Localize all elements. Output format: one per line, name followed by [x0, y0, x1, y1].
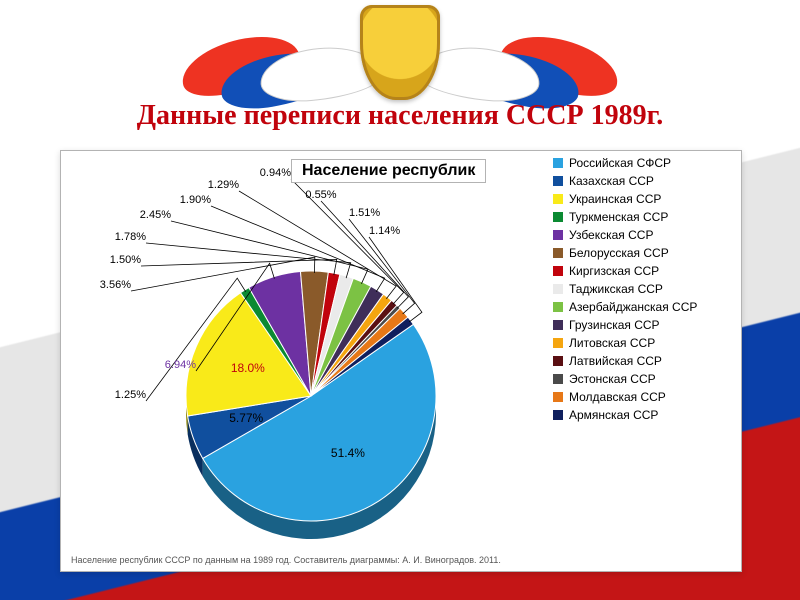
legend-label: Азербайджанская ССР: [569, 301, 697, 313]
legend-swatch: [553, 266, 563, 276]
legend-swatch: [553, 392, 563, 402]
legend-item: Российская СФСР: [553, 157, 733, 169]
legend-swatch: [553, 410, 563, 420]
callout-label: 2.45%: [140, 209, 171, 221]
slice-label: 5.77%: [229, 411, 263, 425]
chart-title: Население республик: [291, 159, 486, 183]
legend-label: Таджикская ССР: [569, 283, 663, 295]
legend-label: Эстонская ССР: [569, 373, 656, 385]
legend: Российская СФСР Казахская ССР Украинская С…: [553, 157, 733, 427]
legend-item: Киргизская ССР: [553, 265, 733, 277]
legend-item: Эстонская ССР: [553, 373, 733, 385]
legend-swatch: [553, 302, 563, 312]
callout-label: 0.55%: [305, 189, 336, 201]
legend-item: Таджикская ССР: [553, 283, 733, 295]
legend-item: Украинская ССР: [553, 193, 733, 205]
legend-item: Белорусская ССР: [553, 247, 733, 259]
callout-label: 1.29%: [208, 179, 239, 191]
callout-label: 0.94%: [260, 167, 291, 179]
callout-label: 3.56%: [100, 279, 131, 291]
legend-item: Туркменская ССР: [553, 211, 733, 223]
legend-swatch: [553, 320, 563, 330]
legend-swatch: [553, 248, 563, 258]
legend-item: Узбекская ССР: [553, 229, 733, 241]
legend-swatch: [553, 158, 563, 168]
callout-label: 1.51%: [349, 207, 380, 219]
legend-swatch: [553, 176, 563, 186]
legend-label: Киргизская ССР: [569, 265, 659, 277]
legend-label: Белорусская ССР: [569, 247, 669, 259]
legend-item: Казахская ССР: [553, 175, 733, 187]
legend-item: Литовская ССР: [553, 337, 733, 349]
legend-item: Латвийская ССР: [553, 355, 733, 367]
slice-label: 51.4%: [331, 446, 365, 460]
legend-item: Армянская ССР: [553, 409, 733, 421]
callout-label: 1.50%: [110, 254, 141, 266]
legend-swatch: [553, 356, 563, 366]
callout-label: 1.90%: [180, 194, 211, 206]
legend-swatch: [553, 338, 563, 348]
legend-swatch: [553, 284, 563, 294]
legend-label: Грузинская ССР: [569, 319, 660, 331]
legend-swatch: [553, 230, 563, 240]
slide-title: Данные переписи населения СССР 1989г.: [0, 100, 800, 132]
callout-label: 1.14%: [369, 225, 400, 237]
legend-label: Литовская ССР: [569, 337, 655, 349]
chart-card: 51.4% 5.77% 18.0% 1.25% 6.94% 3.56% 1.50% 1.78…: [60, 150, 742, 572]
legend-swatch: [553, 374, 563, 384]
slide: Данные переписи населения СССР 1989г. 51…: [0, 0, 800, 600]
callout-label: 1.25%: [115, 389, 146, 401]
legend-label: Молдавская ССР: [569, 391, 666, 403]
slice-label: 18.0%: [231, 361, 265, 375]
coat-of-arms-icon: [190, 0, 610, 110]
legend-swatch: [553, 194, 563, 204]
legend-label: Казахская ССР: [569, 175, 654, 187]
legend-label: Российская СФСР: [569, 157, 671, 169]
legend-item: Азербайджанская ССР: [553, 301, 733, 313]
callout-label: 6.94%: [165, 359, 196, 371]
legend-label: Украинская ССР: [569, 193, 661, 205]
callout-label: 1.78%: [115, 231, 146, 243]
chart-caption: Население республик СССР по данным на 19…: [71, 555, 501, 565]
legend-label: Туркменская ССР: [569, 211, 668, 223]
legend-swatch: [553, 212, 563, 222]
legend-label: Армянская ССР: [569, 409, 658, 421]
legend-label: Узбекская ССР: [569, 229, 653, 241]
legend-item: Грузинская ССР: [553, 319, 733, 331]
legend-label: Латвийская ССР: [569, 355, 662, 367]
legend-item: Молдавская ССР: [553, 391, 733, 403]
